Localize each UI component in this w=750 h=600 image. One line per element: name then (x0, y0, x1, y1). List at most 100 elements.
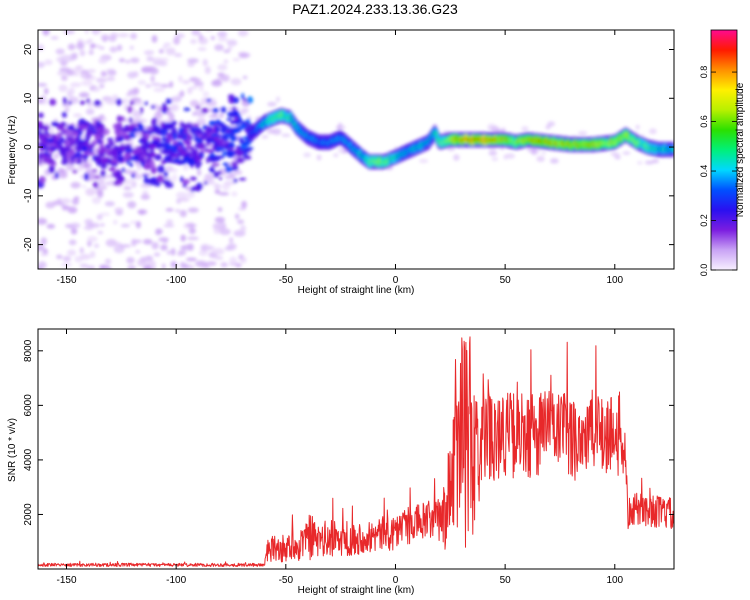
spectrogram-cell (577, 130, 588, 136)
spectrogram-cell (158, 57, 170, 61)
snr-x-tick-label: -150 (57, 575, 77, 586)
spectrogram-cell (99, 123, 104, 128)
spectrogram-cell (99, 83, 105, 89)
spectrogram-cell (123, 186, 132, 190)
spectrogram-cell (182, 183, 187, 188)
colorbar-ticks: 0.0 0.2 0.4 0.6 0.8 (699, 66, 737, 276)
spectrogram-cell (84, 218, 94, 225)
spectrogram-cell (174, 53, 183, 58)
spectrogram-cell (218, 176, 223, 181)
spectrogram-cell (65, 140, 71, 146)
spectrogram-cell (215, 146, 225, 152)
spectrogram-cell (75, 65, 83, 71)
spectrogram-cell (178, 75, 183, 83)
spectrogram-cell (195, 105, 201, 110)
spectrogram-cell (190, 38, 197, 45)
colorbar: 0.0 0.2 0.4 0.6 0.8 Normalized spectral ampl… (699, 29, 746, 276)
spectrogram-cell (68, 87, 76, 95)
spectrogram-cell (303, 152, 311, 158)
spectrogram-cell (76, 42, 85, 50)
snr-series-line (38, 336, 674, 567)
spectrogram-cell (65, 155, 72, 161)
spectrogram-cell (112, 241, 122, 247)
spectrogram-cell (145, 84, 152, 88)
spectrogram-cell (129, 101, 135, 105)
spectrogram-cell (69, 82, 82, 88)
colorbar-tick-label: 0.8 (699, 66, 709, 79)
spectrogram-cell (115, 98, 122, 106)
spectrogram-cell (112, 219, 118, 225)
spectrogram-cell (211, 163, 220, 167)
spectrogram-cell (217, 207, 223, 212)
spectrogram-cell (126, 159, 130, 165)
spectrogram-cell (221, 124, 228, 129)
spectrogram-cell (224, 180, 236, 186)
spectrogram-cell (144, 101, 149, 106)
spectrogram-cell (202, 91, 210, 98)
spectrogram-cell (129, 162, 134, 168)
spectrogram-cell (87, 240, 92, 247)
spectrogram-cell (172, 152, 180, 159)
spectrogram-cell (137, 163, 142, 171)
spectrogram-cell (79, 253, 91, 260)
spectrogram-cell (227, 46, 233, 51)
spectrogram-x-tick-label: 100 (606, 275, 623, 286)
colorbar-label: Normalized spectral amplitude (735, 82, 746, 217)
spectrogram-cell (131, 181, 137, 188)
spectrogram-cell (143, 163, 151, 170)
spectrogram-cell (38, 176, 46, 184)
spectrogram-cell (155, 142, 163, 150)
spectrogram-cell (98, 180, 105, 184)
spectrogram-cell (129, 116, 133, 124)
spectrogram-cell (182, 158, 187, 165)
spectrogram-cell (211, 133, 219, 137)
spectrogram-cell (127, 105, 133, 114)
spectrogram-x-tick-label: -50 (279, 275, 294, 286)
figure-title: PAZ1.2024.233.13.36.G23 (292, 1, 458, 17)
spectrogram-cell (144, 50, 153, 56)
spectrogram-cell (234, 169, 243, 175)
spectrogram-cell (215, 119, 221, 123)
spectrogram-cell (150, 82, 162, 87)
spectrogram-cell (215, 121, 224, 126)
spectrogram-cell (231, 161, 238, 167)
spectrogram-cell (38, 61, 45, 68)
spectrogram-cell (140, 130, 144, 137)
spectrogram-cell (106, 76, 116, 82)
spectrogram-cell (85, 188, 96, 196)
spectrogram-cell (242, 75, 248, 80)
spectrogram-cell (135, 250, 141, 254)
spectrogram-cell (120, 223, 130, 228)
spectrogram-cell (143, 148, 148, 156)
spectrogram-cell (281, 133, 291, 138)
spectrogram-cell (152, 117, 157, 124)
spectrogram-cell (59, 136, 65, 142)
spectrogram-cell (60, 54, 72, 63)
spectrogram-cell (237, 115, 242, 123)
spectrogram-cell (151, 126, 155, 131)
spectrogram-cell (88, 152, 95, 156)
spectrogram-cell (234, 213, 240, 220)
spectrogram-cell (227, 151, 236, 158)
spectrogram-cell (193, 129, 203, 135)
spectrogram-cell (38, 244, 45, 252)
spectrogram-cell (81, 79, 93, 87)
spectrogram-cell (66, 163, 75, 171)
spectrogram-cell (223, 140, 229, 148)
spectrogram-cell (267, 101, 277, 107)
spectrogram-cell (200, 244, 208, 252)
spectrogram-cell (222, 162, 230, 167)
spectrogram-cell (86, 98, 91, 104)
spectrogram-cell (90, 125, 97, 131)
colorbar-tick-label: 0.2 (699, 214, 709, 227)
spectrogram-cell (196, 169, 202, 176)
spectrogram-cell (64, 146, 71, 152)
spectrogram-cell (136, 118, 148, 124)
spectrogram-cell (202, 58, 208, 67)
spectrogram-cell (161, 103, 167, 108)
spectrogram-cell (151, 105, 156, 109)
spectrogram-cell (53, 139, 59, 146)
spectrogram-cell (503, 154, 508, 160)
spectrogram-cell (651, 158, 659, 164)
